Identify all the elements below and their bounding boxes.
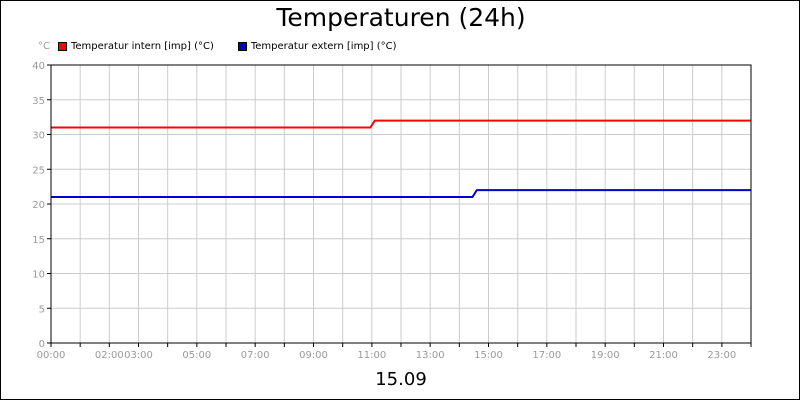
- x-tick-label: 00:00: [37, 350, 66, 361]
- x-tick-label: 07:00: [241, 350, 270, 361]
- y-tick-label: 20: [32, 200, 45, 211]
- x-tick-label: 03:00: [124, 350, 153, 361]
- y-tick-label: 30: [32, 131, 45, 142]
- x-tick-label: 23:00: [707, 350, 736, 361]
- y-tick-label: 40: [32, 61, 45, 72]
- x-tick-label: 09:00: [299, 350, 328, 361]
- legend-swatch: [237, 41, 247, 51]
- legend-swatch: [58, 41, 67, 51]
- x-tick-label: 15:00: [474, 350, 503, 361]
- y-tick-label: 15: [32, 235, 45, 246]
- x-tick-label: 21:00: [649, 350, 678, 361]
- y-tick-label: 0: [39, 339, 45, 350]
- y-tick-label: 25: [32, 165, 45, 176]
- legend-item-2: Temperatur extern [imp] (°C): [237, 40, 397, 52]
- series-line-2: [51, 189, 751, 198]
- x-tick-label: 19:00: [591, 350, 620, 361]
- x-tick-label: 02:00: [95, 350, 124, 361]
- x-tick-label: 13:00: [416, 350, 445, 361]
- y-axis-unit-label: °C: [38, 41, 50, 52]
- legend: Temperatur intern [imp] (°C) Temperatur e…: [58, 39, 421, 53]
- legend-label: Temperatur intern [imp] (°C): [71, 40, 214, 52]
- chart-title: Temperaturen (24h): [276, 3, 526, 32]
- series-line-1: [51, 119, 751, 129]
- y-tick-label: 10: [32, 270, 45, 281]
- x-tick-label: 17:00: [532, 350, 561, 361]
- legend-item-1: Temperatur intern [imp] (°C): [58, 41, 214, 52]
- x-tick-label: 11:00: [357, 350, 386, 361]
- x-tick-label: 05:00: [182, 350, 211, 361]
- y-tick-label: 5: [39, 304, 45, 315]
- x-axis-date-label: 15.09: [375, 369, 427, 390]
- y-tick-label: 35: [32, 96, 45, 107]
- plot-border: [50, 64, 752, 344]
- legend-label: Temperatur extern [imp] (°C): [250, 40, 397, 52]
